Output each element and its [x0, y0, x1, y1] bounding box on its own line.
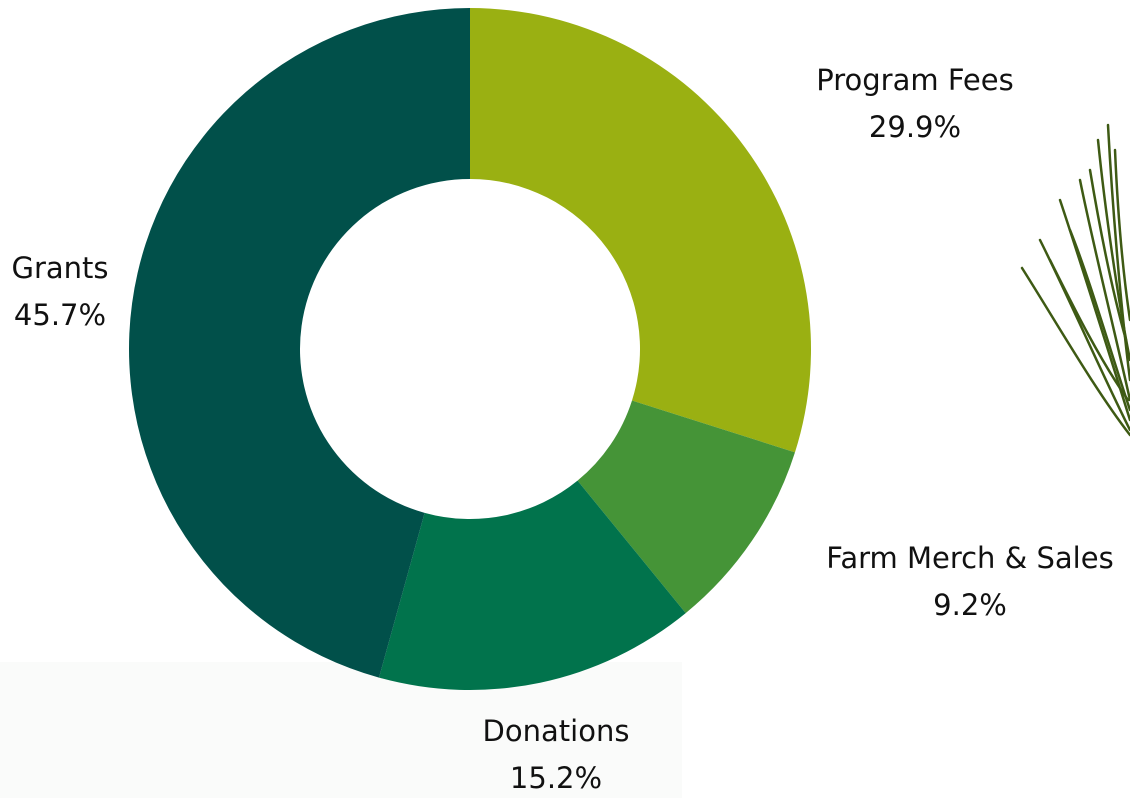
segment-value-label: 29.9%	[869, 110, 961, 144]
donut-segment	[577, 400, 795, 614]
segment-label: Program Fees	[816, 63, 1013, 97]
segment-label: Grants	[11, 251, 108, 285]
segment-value-label: 45.7%	[14, 298, 106, 332]
segment-label: Farm Merch & Sales	[826, 541, 1113, 575]
grass-illustration	[1020, 123, 1130, 437]
donut-segment	[378, 480, 686, 690]
segment-value-label: 15.2%	[510, 761, 602, 795]
segment-value-label: 9.2%	[933, 588, 1007, 622]
backdrop-panel	[0, 662, 682, 798]
donut-segment	[470, 8, 811, 453]
donut-segment	[129, 8, 470, 678]
segment-label: Donations	[483, 714, 630, 748]
